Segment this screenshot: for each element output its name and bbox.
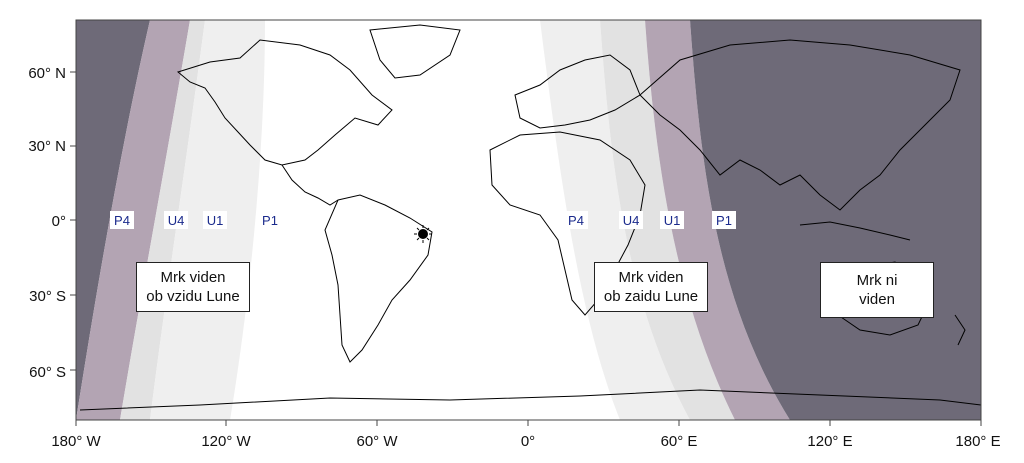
region-label-moonset: Mrk viden ob zaidu Lune: [594, 262, 708, 312]
north-america-outline: [176, 39, 393, 166]
y-axis-labels: 60° N 30° N 0° 30° S 60° S: [28, 65, 66, 381]
region-label-moonrise: Mrk viden ob vzidu Lune: [136, 262, 250, 312]
region-label-line: Mrk viden: [160, 269, 226, 286]
contact-labels-west: P4 U4 U1 P1: [110, 211, 282, 229]
region-label-line: Mrk ni: [856, 272, 898, 289]
x-tick-label: 120° E: [807, 433, 852, 450]
x-tick-label: 180° E: [955, 433, 1000, 450]
region-label-line: viden: [859, 291, 895, 308]
contact-labels-east: P4 U4 U1 P1: [564, 211, 736, 229]
x-tick-label: 180° W: [51, 433, 101, 450]
contact-label: P4: [114, 213, 130, 228]
contact-label: P4: [568, 213, 584, 228]
y-tick-label: 60° S: [29, 364, 66, 381]
greenland-outline: [369, 24, 461, 79]
y-tick-label: 60° N: [28, 65, 66, 82]
asia-outline: [639, 39, 961, 211]
contact-label: U4: [623, 213, 640, 228]
contact-label: U1: [664, 213, 681, 228]
east-no-eclipse-zone: [690, 20, 981, 420]
region-label-line: Mrk viden: [618, 269, 684, 286]
antarctica-outline: [79, 389, 981, 411]
east-penumbral-band: [645, 20, 790, 420]
west-umbral-band: [120, 20, 205, 420]
region-label-line: ob zaidu Lune: [603, 288, 699, 305]
land-outlines: [79, 24, 981, 411]
y-tick-label: 30° N: [28, 138, 66, 155]
sun-point-icon: [414, 225, 432, 243]
y-tick-label: 30° S: [29, 288, 66, 305]
central-america-outline: [281, 164, 339, 206]
indonesia-outline: [799, 221, 911, 241]
west-no-eclipse-zone: [76, 20, 150, 420]
x-tick-label: 60° E: [661, 433, 698, 450]
contact-label: P1: [716, 213, 732, 228]
region-label-line: ob vzidu Lune: [146, 288, 240, 305]
contact-label: U1: [207, 213, 224, 228]
region-label-not-visible: Mrk ni viden: [820, 262, 934, 318]
x-tick-label: 120° W: [201, 433, 251, 450]
contact-label: U4: [168, 213, 185, 228]
x-tick-label: 0°: [521, 433, 535, 450]
y-tick-label: 0°: [52, 213, 66, 230]
south-america-outline: [324, 194, 433, 363]
new-zealand-outline: [954, 314, 966, 346]
contact-label: P1: [262, 213, 278, 228]
east-partial-band: [540, 20, 690, 420]
x-axis-labels: 180° W 120° W 60° W 0° 60° E 120° E 180°…: [51, 433, 1000, 450]
x-tick-label: 60° W: [356, 433, 398, 450]
